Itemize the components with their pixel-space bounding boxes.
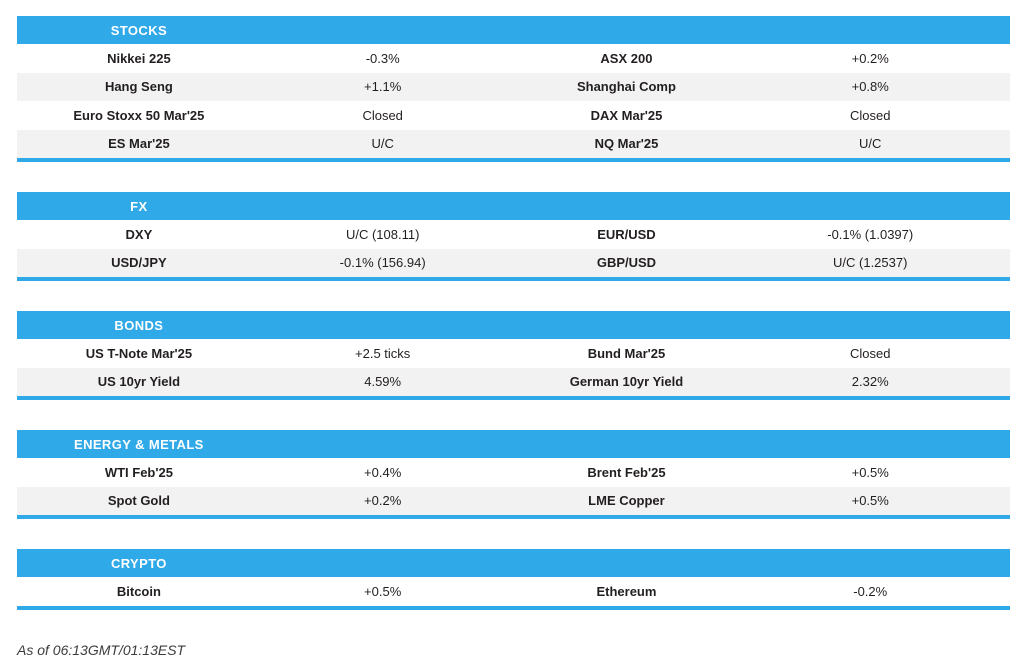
- table-row: Bitcoin +0.5% Ethereum -0.2%: [17, 577, 1010, 606]
- table-row: Euro Stoxx 50 Mar'25 Closed DAX Mar'25 Clos…: [17, 101, 1010, 130]
- section-rows: WTI Feb'25 +0.4% Brent Feb'25 +0.5% Spot Gol…: [17, 458, 1010, 515]
- instrument-label: Nikkei 225: [107, 50, 171, 66]
- instrument-value: -0.1% (1.0397): [827, 226, 914, 242]
- table-row: WTI Feb'25 +0.4% Brent Feb'25 +0.5%: [17, 458, 1010, 487]
- instrument-value: -0.3%: [365, 50, 400, 66]
- section-header: FX: [17, 192, 1010, 220]
- instrument-value: U/C: [371, 136, 394, 152]
- section-title: STOCKS: [110, 22, 168, 38]
- section-rows: US T-Note Mar'25 +2.5 ticks Bund Mar'25 Clo…: [17, 339, 1010, 396]
- instrument-value: +0.2%: [851, 50, 889, 66]
- section-header: STOCKS: [17, 16, 1010, 44]
- instrument-label: DAX Mar'25: [590, 107, 663, 123]
- section-crypto: CRYPTO Bitcoin +0.5% Ethereum -0.2%: [17, 549, 1010, 610]
- instrument-value: +2.5 ticks: [355, 345, 411, 361]
- instrument-value: Closed: [850, 107, 891, 123]
- instrument-label: DXY: [125, 226, 153, 242]
- section-title: BONDS: [114, 317, 164, 333]
- instrument-label: USD/JPY: [111, 255, 167, 271]
- instrument-label: US T-Note Mar'25: [85, 345, 193, 361]
- instrument-label: Hang Seng: [104, 79, 173, 95]
- instrument-value: 4.59%: [364, 374, 402, 390]
- table-row: DXY U/C (108.11) EUR/USD -0.1% (1.0397): [17, 220, 1010, 249]
- table-row: USD/JPY -0.1% (156.94) GBP/USD U/C (1.2537): [17, 248, 1010, 277]
- section-rows: Bitcoin +0.5% Ethereum -0.2%: [17, 577, 1010, 606]
- instrument-label: Shanghai Comp: [576, 79, 676, 95]
- section-header: CRYPTO: [17, 549, 1010, 577]
- instrument-label: US 10yr Yield: [97, 374, 181, 390]
- section-header: BONDS: [17, 311, 1010, 339]
- instrument-label: LME Copper: [588, 493, 665, 509]
- timestamp-note: As of 06:13GMT/01:13EST: [17, 641, 186, 658]
- market-summary: STOCKS Nikkei 225 -0.3% ASX 200 +0.2% Hang Se…: [17, 16, 1010, 610]
- instrument-label: Brent Feb'25: [587, 464, 666, 480]
- instrument-value: Closed: [850, 345, 891, 361]
- instrument-label: ES Mar'25: [108, 136, 170, 152]
- section-stocks: STOCKS Nikkei 225 -0.3% ASX 200 +0.2% Hang Se…: [17, 16, 1010, 162]
- instrument-label: GBP/USD: [596, 255, 657, 271]
- instrument-label: EUR/USD: [597, 226, 656, 242]
- instrument-value: +0.4%: [364, 464, 402, 480]
- instrument-value: 2.32%: [851, 374, 889, 390]
- section-title: CRYPTO: [110, 555, 167, 571]
- instrument-value: Closed: [362, 107, 403, 123]
- instrument-label: Spot Gold: [107, 493, 170, 509]
- instrument-value: -0.1% (156.94): [339, 255, 426, 271]
- instrument-label: WTI Feb'25: [104, 464, 173, 480]
- instrument-label: ASX 200: [600, 50, 653, 66]
- table-row: Nikkei 225 -0.3% ASX 200 +0.2%: [17, 44, 1010, 73]
- instrument-value: U/C (1.2537): [833, 255, 908, 271]
- section-rows: Nikkei 225 -0.3% ASX 200 +0.2% Hang Seng +1.1…: [17, 44, 1010, 158]
- table-row: US 10yr Yield 4.59% German 10yr Yield 2.32%: [17, 367, 1010, 396]
- table-row: US T-Note Mar'25 +2.5 ticks Bund Mar'25 Clo…: [17, 339, 1010, 368]
- instrument-label: Bund Mar'25: [587, 345, 666, 361]
- instrument-value: +0.5%: [851, 493, 889, 509]
- instrument-label: Ethereum: [596, 583, 657, 599]
- section-bonds: BONDS US T-Note Mar'25 +2.5 ticks Bund Mar'…: [17, 311, 1010, 400]
- table-row: Hang Seng +1.1% Shanghai Comp +0.8%: [17, 72, 1010, 101]
- instrument-value: +1.1%: [364, 79, 402, 95]
- instrument-label: Euro Stoxx 50 Mar'25: [73, 107, 205, 123]
- section-title: ENERGY & METALS: [74, 436, 204, 452]
- instrument-value: U/C: [859, 136, 882, 152]
- table-row: Spot Gold +0.2% LME Copper +0.5%: [17, 486, 1010, 515]
- instrument-value: +0.5%: [364, 583, 402, 599]
- section-fx: FX DXY U/C (108.11) EUR/USD -0.1% (1.0397) US…: [17, 192, 1010, 281]
- instrument-value: +0.8%: [851, 79, 889, 95]
- section-title: FX: [130, 198, 148, 214]
- instrument-label: Bitcoin: [116, 583, 161, 599]
- table-row: ES Mar'25 U/C NQ Mar'25 U/C: [17, 129, 1010, 158]
- section-energy-metals: ENERGY & METALS WTI Feb'25 +0.4% Brent Feb'…: [17, 430, 1010, 519]
- instrument-label: German 10yr Yield: [569, 374, 684, 390]
- instrument-value: +0.2%: [364, 493, 402, 509]
- instrument-value: +0.5%: [851, 464, 889, 480]
- section-header: ENERGY & METALS: [17, 430, 1010, 458]
- instrument-label: NQ Mar'25: [594, 136, 659, 152]
- section-rows: DXY U/C (108.11) EUR/USD -0.1% (1.0397) USD/…: [17, 220, 1010, 277]
- instrument-value: -0.2%: [853, 583, 888, 599]
- instrument-value: U/C (108.11): [345, 226, 420, 242]
